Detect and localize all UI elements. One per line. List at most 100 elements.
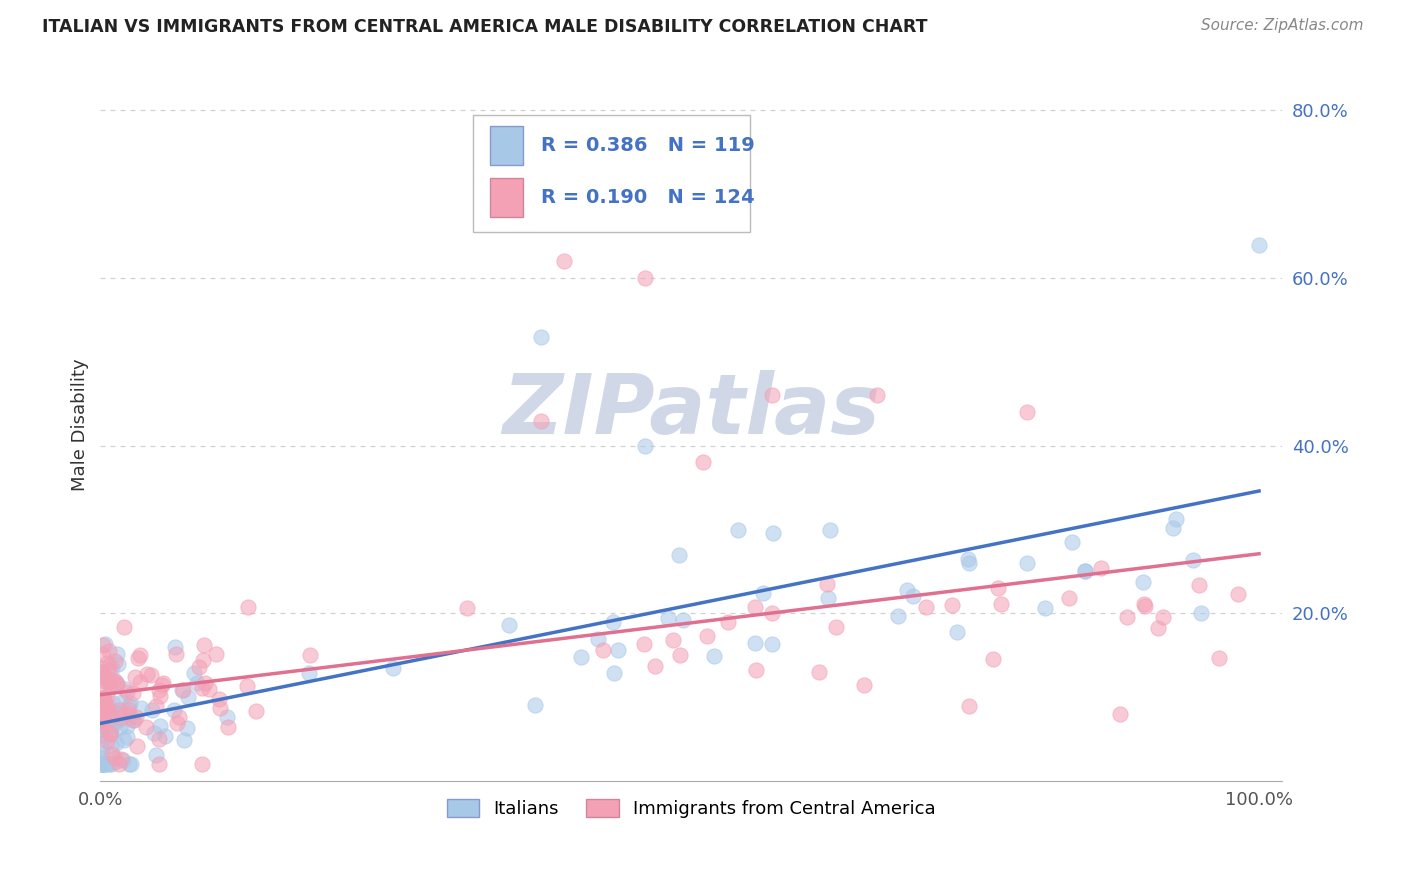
Point [1116, 609, 1139, 624]
Point [127, 739, 149, 753]
Point [90, 708, 112, 723]
Point [236, 600, 259, 615]
Point [108, 719, 131, 733]
Point [114, 681, 136, 696]
Point [761, 637, 783, 651]
Point [149, 690, 172, 704]
Point [141, 668, 163, 682]
Point [90, 757, 112, 772]
Point [186, 675, 208, 690]
Point [1188, 578, 1211, 592]
Point [524, 698, 547, 713]
Point [1208, 651, 1230, 665]
Point [98, 711, 121, 725]
Point [94, 709, 117, 723]
Point [852, 678, 875, 692]
Point [115, 730, 138, 744]
Point [105, 714, 128, 729]
Point [97, 700, 120, 714]
Point [105, 647, 128, 661]
Point [90, 706, 112, 720]
Point [1247, 237, 1270, 252]
Point [122, 713, 145, 727]
Point [1017, 405, 1039, 419]
FancyBboxPatch shape [491, 126, 523, 165]
Point [1135, 599, 1157, 614]
Point [122, 686, 145, 700]
Point [634, 170, 657, 185]
Point [112, 732, 135, 747]
Point [93, 695, 115, 709]
Point [569, 649, 592, 664]
Point [901, 589, 924, 603]
FancyBboxPatch shape [491, 178, 523, 217]
Point [120, 711, 142, 725]
Point [815, 577, 838, 591]
Point [90, 714, 112, 728]
Point [886, 609, 908, 624]
Point [105, 678, 128, 692]
Point [166, 715, 188, 730]
Point [104, 751, 127, 765]
Point [101, 674, 124, 689]
Point [104, 654, 127, 668]
Point [215, 710, 238, 724]
Point [100, 727, 122, 741]
Point [96, 656, 118, 670]
Point [148, 757, 170, 772]
Point [90, 719, 112, 733]
Point [91, 701, 114, 715]
Point [727, 523, 749, 537]
Point [607, 643, 630, 657]
Point [129, 648, 152, 662]
Point [817, 591, 839, 605]
Point [111, 695, 134, 709]
Y-axis label: Male Disability: Male Disability [72, 359, 89, 491]
Point [118, 706, 141, 721]
Point [1161, 521, 1184, 535]
Point [97, 659, 120, 673]
Point [90, 757, 112, 772]
Point [118, 699, 141, 714]
Point [298, 665, 321, 680]
Point [169, 710, 191, 724]
Point [1166, 512, 1188, 526]
Point [93, 674, 115, 689]
Point [644, 659, 666, 673]
Point [696, 629, 718, 643]
Point [90, 757, 112, 772]
Point [98, 675, 121, 690]
Point [634, 439, 657, 453]
Point [110, 711, 132, 725]
Point [91, 723, 114, 737]
Point [91, 667, 114, 681]
Point [125, 710, 148, 724]
Point [150, 678, 173, 692]
Point [553, 254, 575, 268]
Point [744, 636, 766, 650]
Point [592, 643, 614, 657]
Point [762, 526, 785, 541]
Point [820, 523, 842, 537]
Point [96, 690, 118, 704]
Point [101, 704, 124, 718]
Point [1133, 597, 1156, 611]
Point [136, 666, 159, 681]
Point [187, 659, 209, 673]
Point [90, 714, 112, 728]
Point [91, 757, 114, 772]
Point [1146, 621, 1168, 635]
Point [94, 757, 117, 772]
Point [208, 692, 231, 706]
Point [98, 678, 121, 692]
Point [91, 647, 114, 661]
Text: R = 0.190   N = 124: R = 0.190 N = 124 [541, 188, 755, 207]
Point [148, 731, 170, 746]
Point [148, 683, 170, 698]
Point [93, 728, 115, 742]
Point [100, 757, 122, 772]
Point [1060, 535, 1083, 549]
Point [990, 597, 1012, 611]
Point [1109, 706, 1132, 721]
Point [90, 661, 112, 675]
